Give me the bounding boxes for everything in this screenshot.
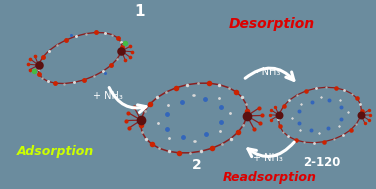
Text: 1: 1 (135, 5, 145, 19)
Text: - NH₃: - NH₃ (255, 67, 281, 77)
Text: + NH₃: + NH₃ (93, 91, 123, 101)
Text: 2: 2 (192, 158, 202, 172)
Text: Adsorption: Adsorption (17, 146, 94, 159)
Text: Desorption: Desorption (229, 17, 315, 31)
Text: Readsorption: Readsorption (223, 171, 317, 184)
Text: + NH₃: + NH₃ (253, 153, 283, 163)
Text: 2-120: 2-120 (303, 156, 341, 169)
